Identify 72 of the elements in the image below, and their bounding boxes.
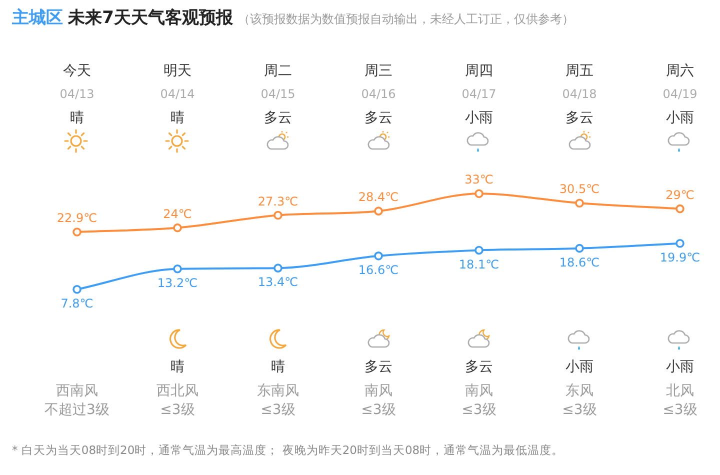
data-label: 22.9℃ [56,211,98,226]
text: 小雨 [666,358,694,377]
data-label: 27.3℃ [258,194,298,208]
x-tick-label: 周五 [566,63,594,80]
text: 04/18 [562,86,597,103]
text: ≤3级 [662,401,698,420]
text: 不超过3级 [44,401,110,420]
text: 多云 [364,109,392,128]
text: * 白天为当天08时到20时，通常气温为最高温度； 夜晚为昨天20时到当天08时，通常气温为最低温度。 [12,443,564,458]
data-label: 28.4℃ [358,190,399,204]
x-tick-label: 今天 [63,63,91,80]
data-label: 30.5℃ [559,182,600,196]
text: ≤3级 [160,401,195,420]
point [374,252,383,260]
text: 小雨 [465,109,493,128]
text: 北风 [666,382,694,401]
text: 南风 [465,382,493,401]
data-label: 13.4℃ [258,275,298,290]
x-tick-label: 周二 [264,63,292,80]
point [173,264,182,274]
text: 04/16 [361,86,396,103]
chart-title: 主城区 未来7天天气客观预报 [12,8,233,28]
text: 西南风 [56,382,98,401]
point [72,228,82,236]
text: 南风 [364,382,392,401]
text: 多云 [566,109,594,128]
text: 04/15 [260,86,296,103]
text: 晴 [70,109,84,128]
point [274,210,282,220]
point [575,244,584,253]
x-tick-label: 周四 [465,63,493,80]
point [474,246,484,255]
text: ≤3级 [260,401,296,420]
text: ≤3级 [361,401,396,420]
data-label: 29℃ [666,188,694,202]
text: 小雨 [666,109,694,128]
point [173,223,182,232]
data-label: 13.2℃ [157,276,198,290]
data-label: 33℃ [464,172,494,187]
text: 晴 [271,358,285,377]
data-label: 19.9℃ [660,250,700,265]
point [72,284,82,294]
data-label: 24℃ [163,206,192,221]
point [274,264,282,272]
text: 小雨 [566,358,594,377]
text: 晴 [170,358,184,377]
text: 东南风 [257,382,299,401]
chart-subtitle: （该预报数据为数值预报自动输出，未经人工订正，仅供参考） [238,12,574,26]
text: ≤3级 [462,401,496,420]
text: 晴 [170,109,184,128]
text: ≤3级 [562,401,597,420]
text: 04/17 [462,86,496,103]
point [374,206,383,216]
x-tick-label: 周三 [364,63,392,80]
data-label: 18.1℃ [458,257,500,272]
text: 东风 [566,382,594,401]
data-label: 18.6℃ [559,255,600,270]
x-tick-label: 周六 [666,63,694,80]
x-tick-label: 明天 [164,63,192,80]
text: 04/14 [160,86,195,103]
text: 多云 [364,358,392,377]
point [474,189,484,198]
point [575,198,584,208]
point [676,204,684,214]
text: 04/19 [662,86,698,103]
text: 西北风 [156,382,198,401]
data-label: 16.6℃ [358,263,399,278]
text: 多云 [465,358,493,377]
text: 04/13 [60,86,94,103]
data-label: 7.8℃ [60,296,94,310]
point [676,238,684,248]
text: 多云 [264,109,292,128]
